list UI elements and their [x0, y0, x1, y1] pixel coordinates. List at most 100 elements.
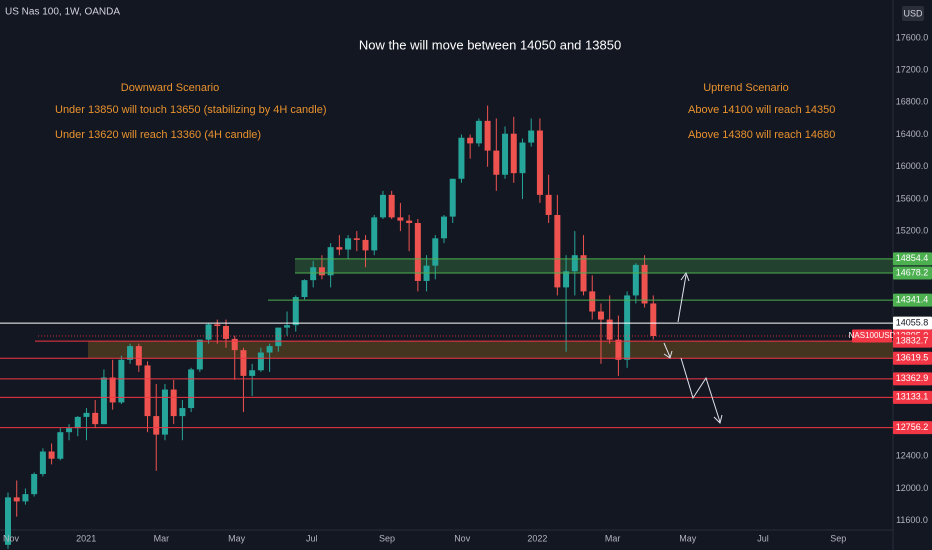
- candle-body: [336, 247, 343, 250]
- currency-badge[interactable]: [902, 6, 924, 21]
- candle-body: [48, 451, 55, 459]
- candle-body: [118, 359, 125, 403]
- level-label: 13832.7: [896, 335, 929, 345]
- candle-body: [205, 324, 212, 340]
- candle-body: [240, 350, 247, 376]
- level-label: 13362.9: [896, 373, 929, 383]
- annotation-title: Downward Scenario: [121, 82, 219, 94]
- level-badge: [893, 351, 932, 365]
- candle-body: [502, 133, 509, 175]
- arrow-head: [713, 414, 723, 424]
- levels: 14854.414678.214341.414055.813895.0NAS10…: [0, 252, 932, 435]
- candle-body: [327, 247, 334, 276]
- x-tick-label: Nov: [454, 533, 471, 543]
- candle-body: [153, 416, 160, 435]
- candle-body: [475, 120, 482, 144]
- candle-body: [397, 217, 404, 221]
- level-label: 14854.4: [896, 253, 929, 263]
- level-badge: [893, 372, 932, 386]
- annotation: Under 13850 will touch 13650 (stabilizin…: [55, 104, 327, 116]
- candle-body: [458, 137, 465, 179]
- candle-body: [135, 346, 142, 366]
- y-tick-label: 16000.0: [896, 161, 929, 171]
- candle-body: [441, 216, 447, 239]
- candle-body: [432, 238, 439, 266]
- annotation: Above 14380 will reach 14680: [688, 129, 835, 141]
- y-tick-label: 12000.0: [896, 483, 929, 493]
- candle-body: [563, 271, 570, 288]
- candle-body: [318, 267, 325, 276]
- candle-body: [528, 130, 535, 143]
- candle-body: [388, 194, 395, 218]
- chart-header: US Nas 100, 1W, OANDA: [5, 7, 120, 18]
- candle-body: [406, 220, 413, 224]
- candle-body: [345, 238, 352, 250]
- y-tick-label: 15200.0: [896, 225, 929, 235]
- resistance-zone: [295, 258, 893, 274]
- candle-body: [284, 325, 291, 328]
- candle-body: [615, 339, 622, 360]
- level-label: 14678.2: [896, 267, 929, 277]
- y-tick-label: 12400.0: [896, 451, 929, 461]
- candle-body: [257, 352, 264, 371]
- y-tick-label: 16400.0: [896, 129, 929, 139]
- candle-body: [109, 377, 116, 403]
- candle-body: [536, 130, 543, 195]
- currency-label: USD: [903, 8, 923, 18]
- annotation-title: Uptrend Scenario: [703, 82, 789, 94]
- candle-body: [467, 137, 474, 144]
- candle-body: [188, 369, 195, 409]
- arrow-head: [663, 350, 673, 359]
- arrow-head: [680, 271, 690, 282]
- candle-body: [510, 133, 517, 174]
- candle-body: [266, 346, 273, 353]
- level-badge: [893, 421, 932, 435]
- y-tick-label: 16800.0: [896, 97, 929, 107]
- candle-body: [545, 194, 552, 215]
- candle-body: [39, 451, 46, 475]
- candle-body: [554, 214, 561, 288]
- x-tick-label: Jul: [757, 533, 769, 543]
- candle-body: [223, 326, 229, 339]
- level-label: 14055.8: [896, 317, 929, 327]
- candle-body: [127, 346, 134, 360]
- candle-body: [66, 428, 73, 433]
- y-tick-label: 11600.0: [896, 515, 928, 525]
- candle-body: [493, 150, 500, 175]
- level-label: 14341.4: [896, 295, 929, 305]
- candle-body: [379, 194, 386, 218]
- candle-body: [301, 280, 308, 298]
- candle-body: [414, 223, 421, 281]
- support-zone: [88, 341, 893, 359]
- candle-body: [161, 389, 168, 435]
- candle-body: [641, 264, 648, 304]
- x-tick-label: Mar: [154, 533, 170, 543]
- x-tick-label: May: [679, 533, 697, 543]
- arrows: [663, 271, 723, 424]
- candle-body: [353, 238, 360, 240]
- candle-body: [624, 295, 631, 360]
- zones: [88, 258, 893, 359]
- x-tick-label: 2022: [527, 533, 547, 543]
- candle-body: [484, 120, 491, 151]
- candle-body: [571, 255, 578, 272]
- candle-body: [144, 365, 151, 417]
- y-tick-label: 17200.0: [896, 65, 929, 75]
- arrow-down-short: [663, 342, 671, 358]
- candle-body: [92, 412, 99, 425]
- candle-body: [13, 497, 20, 502]
- candle-body: [214, 324, 221, 326]
- annotation: Under 13620 will reach 13360 (4H candle): [55, 129, 261, 141]
- candle-body: [449, 178, 456, 217]
- candles: [5, 105, 657, 549]
- candle-body: [57, 432, 64, 459]
- annotation: Above 14100 will reach 14350: [688, 104, 835, 116]
- candle-body: [650, 303, 657, 337]
- candle-body: [179, 408, 186, 417]
- candle-body: [231, 338, 238, 351]
- x-tick-label: May: [228, 533, 246, 543]
- x-tick-label: Nov: [3, 533, 20, 543]
- arrow-up: [677, 274, 687, 323]
